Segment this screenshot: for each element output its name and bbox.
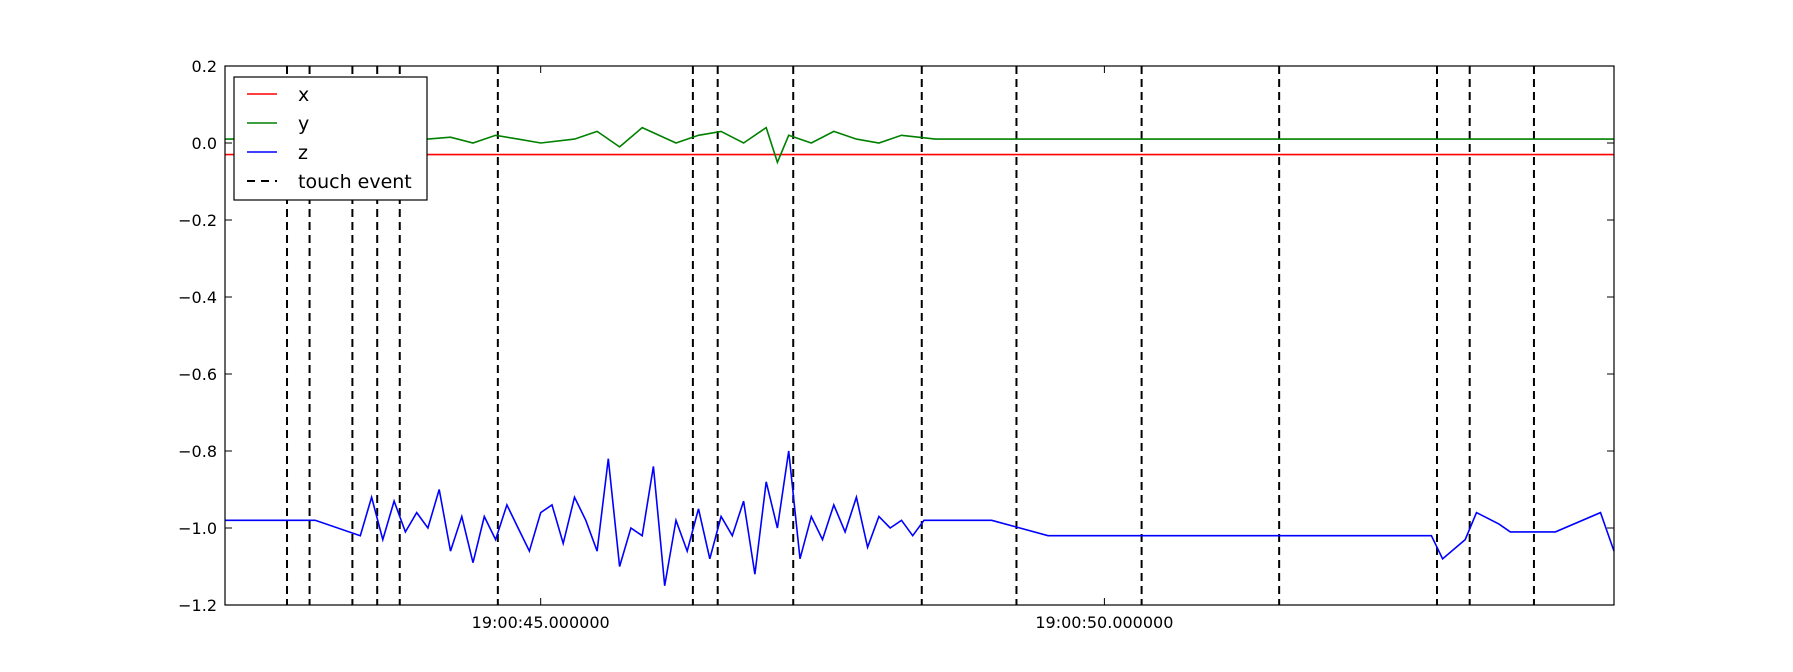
legend-box: [233, 76, 428, 201]
x-tick-label: 19:00:50.000000: [1035, 613, 1173, 632]
y-tick-label: −0.6: [178, 365, 217, 384]
y-tick-label: −0.8: [178, 442, 217, 461]
y-tick-label: 0.2: [192, 57, 217, 76]
touch-event-lines: [286, 66, 1535, 605]
legend-label: y: [298, 113, 309, 135]
legend-label: z: [298, 142, 308, 164]
plot-frame: [224, 65, 1615, 606]
series-line-z: [225, 450, 1615, 586]
y-tick-label: 0.0: [192, 134, 217, 153]
y-tick-label: −1.2: [178, 596, 217, 615]
series-lines: [225, 126, 1615, 586]
legend-label: x: [298, 84, 309, 106]
y-tick-label: −0.2: [178, 211, 217, 230]
y-tick-label: −1.0: [178, 519, 217, 538]
series-line-y: [225, 126, 1614, 165]
legend: xyz touch event: [233, 76, 428, 201]
legend-label: touch event: [298, 171, 412, 193]
x-tick-label: 19:00:45.000000: [472, 613, 610, 632]
axis-ticks: 0.2 0.0 −0.2 −0.4 −0.6 −0.8 −1.0 −1.2 19:00:45.0…: [178, 57, 1614, 632]
y-tick-label: −0.4: [178, 288, 217, 307]
